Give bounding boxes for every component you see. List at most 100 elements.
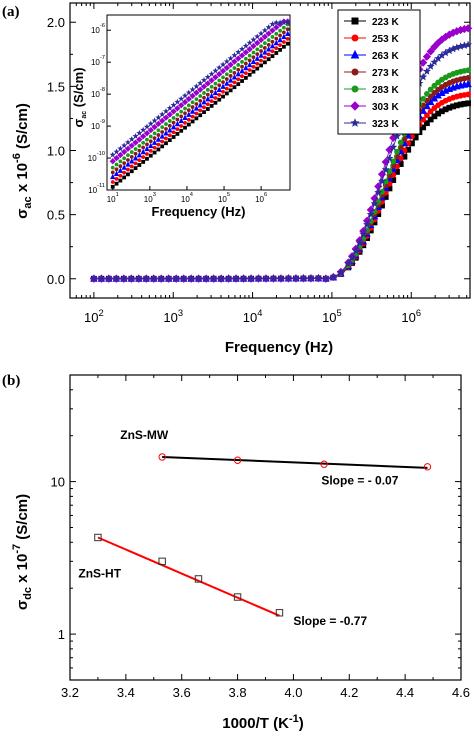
series-point-283	[390, 158, 397, 165]
inset-point-273	[247, 58, 252, 63]
series-point-323	[336, 268, 345, 276]
series-point-283	[420, 95, 427, 102]
inset-point-253	[148, 148, 153, 153]
inset-point-303	[181, 99, 189, 106]
inset-point-273	[236, 67, 241, 72]
series-point-323	[291, 274, 300, 282]
series-point-253	[424, 112, 430, 119]
inset-point-223	[114, 181, 119, 186]
inset-point-303	[219, 67, 227, 75]
inset-point-323	[155, 114, 162, 121]
inset-point-303	[132, 139, 139, 146]
inset-point-273	[217, 83, 222, 88]
inset-point-283	[129, 150, 134, 154]
data-point-mw	[158, 453, 166, 461]
inset-point-223	[183, 125, 187, 130]
inset-point-273	[228, 74, 233, 78]
inset-point-253	[126, 167, 130, 172]
inset-point-303	[189, 92, 196, 100]
inset-point-263	[117, 167, 124, 173]
inset-point-303	[208, 77, 215, 84]
panel-a-ytick-label: 1.5	[47, 79, 65, 94]
inset-point-273	[274, 36, 279, 41]
inset-point-223	[205, 107, 210, 111]
inset-point-273	[183, 111, 187, 116]
inset-point-263	[273, 39, 279, 46]
inset-point-303	[216, 71, 223, 78]
inset-point-303	[212, 74, 219, 81]
inset-point-273	[251, 55, 256, 60]
inset-point-263	[132, 155, 139, 161]
series-point-323	[314, 274, 323, 282]
legend-marker-263	[350, 49, 360, 59]
series-point-323	[112, 274, 121, 283]
series-point-323	[464, 40, 473, 49]
inset-point-263	[269, 43, 276, 49]
series-point-323	[134, 274, 143, 283]
inset-point-303	[227, 61, 234, 68]
inset-point-263	[220, 83, 226, 89]
data-point-ht	[94, 533, 102, 542]
inset-point-223	[270, 54, 275, 59]
inset-point-283	[205, 87, 210, 92]
panel-a-ytick-label: 0.5	[47, 208, 65, 223]
inset-point-323	[261, 27, 268, 33]
inset-point-283	[209, 84, 214, 89]
inset-point-253	[137, 158, 142, 163]
inset-point-283	[274, 31, 279, 36]
inset-xtick-label: 103	[144, 192, 156, 204]
inset-point-223	[133, 166, 138, 171]
inset-point-273	[175, 117, 180, 122]
inset-point-283	[171, 115, 176, 120]
inset-point-253	[114, 177, 119, 181]
inset-point-323	[212, 67, 219, 74]
inset-point-323	[151, 117, 158, 124]
inset-point-283	[160, 125, 165, 130]
inset-point-223	[156, 147, 161, 152]
inset-point-223	[122, 175, 127, 180]
inset-point-283	[186, 103, 191, 108]
series-point-263	[464, 79, 472, 88]
series-point-323	[247, 274, 256, 283]
inset-point-263	[174, 120, 181, 127]
inset-point-273	[167, 123, 172, 128]
inset-point-283	[202, 91, 206, 95]
inset-point-223	[167, 138, 172, 143]
inset-point-303	[109, 158, 116, 165]
inset-point-263	[178, 117, 184, 124]
inset-point-303	[174, 105, 181, 112]
inset-point-223	[164, 141, 168, 146]
inset-point-303	[276, 21, 284, 28]
panel-a-xtick-label: 104	[243, 308, 263, 325]
inset-point-323	[113, 148, 120, 155]
panel-a-label: (a)	[2, 4, 20, 20]
inset-point-273	[213, 86, 218, 91]
inset-point-253	[240, 74, 244, 79]
inset-point-273	[156, 133, 161, 137]
inset-point-223	[274, 51, 279, 55]
panel-b-xtick-label: 3.2	[61, 685, 79, 700]
inset-point-223	[179, 128, 184, 133]
inset-xlabel: Frequency (Hz)	[152, 204, 246, 219]
inset-point-283	[259, 44, 263, 49]
inset-point-303	[117, 151, 124, 159]
inset-point-283	[122, 156, 127, 161]
inset-ytick-label: 10-8	[91, 87, 105, 99]
inset-point-283	[236, 63, 241, 67]
inset-point-223	[148, 153, 153, 158]
inset-point-263	[163, 130, 169, 136]
inset-point-273	[171, 120, 176, 125]
inset-point-253	[160, 139, 165, 144]
inset-ytick-label: 10-10	[88, 151, 105, 163]
inset-point-263	[250, 58, 257, 64]
series-point-323	[329, 273, 338, 281]
inset-point-283	[224, 72, 229, 77]
inset-point-263	[167, 127, 173, 133]
inset-point-223	[110, 184, 115, 189]
series-point-303	[426, 47, 435, 56]
inset-point-253	[183, 120, 187, 125]
panel-b-label: (b)	[2, 373, 20, 389]
inset-point-303	[124, 145, 132, 152]
series-point-253	[431, 105, 438, 111]
inset-point-263	[110, 173, 116, 180]
